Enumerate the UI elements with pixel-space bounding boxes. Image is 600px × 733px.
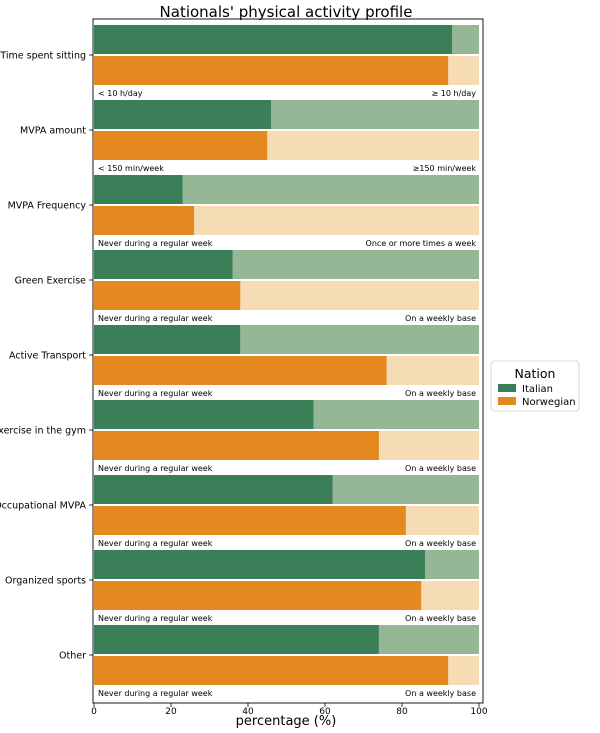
legend-swatch-italian xyxy=(498,384,516,392)
note-left-mvpa-amount: < 150 min/week xyxy=(98,164,164,173)
note-right-mvpa-frequency: Once or more times a week xyxy=(366,239,477,248)
legend-label-norwegian: Norwegian xyxy=(522,397,576,408)
bar-italian-rest-time-spent-sitting xyxy=(452,25,479,54)
bar-norwegian-rest-time-spent-sitting xyxy=(448,56,479,85)
bar-italian-organized-sports xyxy=(94,550,426,579)
bar-norwegian-active-transport xyxy=(94,356,387,385)
note-left-green-exercise: Never during a regular week xyxy=(98,314,213,323)
note-left-exercise-in-the-gym: Never during a regular week xyxy=(98,464,213,473)
legend: Nation Italian Norwegian xyxy=(490,360,580,412)
bar-italian-other xyxy=(94,625,379,654)
bar-italian-active-transport xyxy=(94,325,241,354)
note-right-exercise-in-the-gym: On a weekly base xyxy=(405,464,476,473)
bar-italian-green-exercise xyxy=(94,250,233,279)
note-left-other: Never during a regular week xyxy=(98,689,213,698)
bar-norwegian-exercise-in-the-gym xyxy=(94,431,379,460)
x-axis-label: percentage (%) xyxy=(236,714,337,729)
note-left-time-spent-sitting: < 10 h/day xyxy=(98,89,143,98)
bar-norwegian-time-spent-sitting xyxy=(94,56,449,85)
note-right-green-exercise: On a weekly base xyxy=(405,314,476,323)
bar-italian-rest-mvpa-frequency xyxy=(182,175,480,204)
chart-title: Nationals' physical activity profile xyxy=(160,3,413,21)
plot-area: < 10 h/day ≥ 10 h/day < 150 min/week ≥150 m… xyxy=(94,25,480,698)
bar-norwegian-mvpa-amount xyxy=(94,131,268,160)
bar-norwegian-rest-mvpa-frequency xyxy=(194,206,479,235)
bar-norwegian-occupational-mvpa xyxy=(94,506,406,535)
bar-italian-rest-green-exercise xyxy=(232,250,479,279)
bar-italian-rest-mvpa-amount xyxy=(271,100,479,129)
legend-swatch-norwegian xyxy=(498,397,516,405)
bar-norwegian-rest-active-transport xyxy=(386,356,479,385)
note-right-mvpa-amount: ≥150 min/week xyxy=(413,164,477,173)
note-left-occupational-mvpa: Never during a regular week xyxy=(98,539,213,548)
note-left-active-transport: Never during a regular week xyxy=(98,389,213,398)
note-right-active-transport: On a weekly base xyxy=(405,389,476,398)
bar-italian-rest-other xyxy=(378,625,479,654)
bar-norwegian-mvpa-frequency xyxy=(94,206,195,235)
note-right-organized-sports: On a weekly base xyxy=(405,614,476,623)
note-left-organized-sports: Never during a regular week xyxy=(98,614,213,623)
x-tick-label-40: 40 xyxy=(242,707,254,717)
note-left-mvpa-frequency: Never during a regular week xyxy=(98,239,213,248)
bar-norwegian-rest-green-exercise xyxy=(240,281,479,310)
y-tick-label-occupational-mvpa: Occupational MVPA xyxy=(0,501,86,512)
bar-norwegian-rest-organized-sports xyxy=(421,581,479,610)
y-tick-label-mvpa-frequency: MVPA Frequency xyxy=(8,201,87,212)
x-tick-label-20: 20 xyxy=(165,707,177,717)
bar-italian-occupational-mvpa xyxy=(94,475,333,504)
x-tick-label-100: 100 xyxy=(470,707,487,717)
note-right-occupational-mvpa: On a weekly base xyxy=(405,539,476,548)
note-right-other: On a weekly base xyxy=(405,689,476,698)
y-tick-label-other: Other xyxy=(59,651,86,662)
bar-norwegian-rest-exercise-in-the-gym xyxy=(378,431,479,460)
y-tick-label-organized-sports: Organized sports xyxy=(5,576,86,587)
x-tick-label-60: 60 xyxy=(319,707,331,717)
y-tick-label-green-exercise: Green Exercise xyxy=(15,276,86,287)
bar-italian-rest-active-transport xyxy=(240,325,479,354)
legend-title: Nation xyxy=(515,366,556,381)
bar-italian-mvpa-frequency xyxy=(94,175,183,204)
legend-label-italian: Italian xyxy=(522,384,553,395)
bar-italian-time-spent-sitting xyxy=(94,25,453,54)
bar-italian-exercise-in-the-gym xyxy=(94,400,314,429)
x-tick-label-80: 80 xyxy=(396,707,408,717)
bar-norwegian-rest-mvpa-amount xyxy=(267,131,479,160)
bar-italian-rest-exercise-in-the-gym xyxy=(313,400,479,429)
bar-norwegian-other xyxy=(94,656,449,685)
x-axis: 0 20 40 60 80 100 xyxy=(91,703,488,717)
y-tick-label-exercise-in-the-gym: Exercise in the gym xyxy=(0,426,86,437)
bar-norwegian-rest-occupational-mvpa xyxy=(405,506,479,535)
bar-norwegian-green-exercise xyxy=(94,281,241,310)
bar-italian-rest-occupational-mvpa xyxy=(332,475,479,504)
y-tick-label-time-spent-sitting: Time spent sitting xyxy=(0,51,86,62)
bar-norwegian-organized-sports xyxy=(94,581,422,610)
plot-frame xyxy=(92,18,484,704)
bar-italian-rest-organized-sports xyxy=(425,550,479,579)
bar-norwegian-rest-other xyxy=(448,656,479,685)
note-right-time-spent-sitting: ≥ 10 h/day xyxy=(432,89,477,98)
y-tick-label-active-transport: Active Transport xyxy=(9,351,86,362)
y-tick-label-mvpa-amount: MVPA amount xyxy=(20,126,86,137)
bar-italian-mvpa-amount xyxy=(94,100,272,129)
x-tick-label-0: 0 xyxy=(91,707,97,717)
